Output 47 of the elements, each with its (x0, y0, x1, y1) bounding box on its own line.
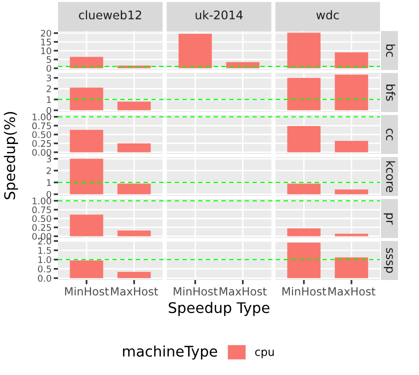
y-tick-label: 1.00 (32, 114, 52, 120)
y2-axis-title: pr (384, 213, 393, 225)
y2-axis-title: kcore (386, 161, 396, 192)
legend-label: cpu (255, 350, 274, 358)
y-tick-label: 5 (46, 56, 51, 64)
y-tick-label: 1.5 (38, 247, 51, 254)
y-tick-label: 0.0 (38, 274, 52, 282)
text: uk-2014 (196, 10, 243, 20)
y-tick-label: 0.50 (32, 131, 52, 138)
y-tick-label: 0.25 (32, 140, 51, 147)
y-tick-label: 0 (46, 190, 52, 198)
y-tick-label: 0.75 (32, 122, 51, 130)
y-tick-label: 2 (46, 85, 51, 92)
y-tick-label: 0.00 (32, 148, 52, 156)
legend-title: machineType (123, 345, 218, 360)
y-tick-label: 0.00 (32, 232, 52, 240)
y-tick-label: 3 (46, 74, 52, 82)
y2-axis-title: bfs (386, 84, 396, 101)
y-tick-label: 2 (46, 167, 51, 174)
y-tick-label: 0.25 (32, 224, 51, 231)
x-tick-label: MaxHost (111, 287, 158, 296)
text: wdc (316, 10, 339, 20)
y2-axis-title: bc (386, 44, 396, 57)
y2-axis-title: cc (386, 128, 393, 140)
y-tick-label: 2.0 (38, 238, 52, 245)
y-axis-title: Speedup(%) (4, 112, 18, 200)
y-tick-label: 3 (46, 156, 52, 162)
y-tick-label: 0.50 (32, 215, 52, 222)
y-tick-label: 15 (41, 38, 51, 46)
x-tick-label: MinHost (65, 286, 109, 296)
y-tick-label: 1 (47, 179, 51, 186)
text: clueweb12 (78, 10, 142, 20)
y-tick-label: 1.00 (32, 198, 52, 204)
y-tick-label: 0.75 (32, 206, 51, 214)
y-tick-label: 20 (40, 30, 52, 37)
x-axis-title: Speedup Type (168, 302, 270, 316)
y-tick-label: 10 (41, 47, 52, 54)
y2-axis-title: sssp (384, 248, 393, 273)
y-tick-label: 1.0 (38, 256, 52, 264)
y-tick-label: 1 (47, 96, 51, 103)
x-tick-label: MaxHost (328, 287, 376, 296)
x-tick-label: MaxHost (220, 287, 267, 296)
x-tick-label: MinHost (174, 286, 218, 296)
y-tick-label: 0.5 (38, 266, 51, 272)
x-tick-label: MinHost (282, 286, 326, 296)
y-tick-label: 0 (46, 64, 52, 72)
y-tick-label: 0 (46, 107, 52, 114)
